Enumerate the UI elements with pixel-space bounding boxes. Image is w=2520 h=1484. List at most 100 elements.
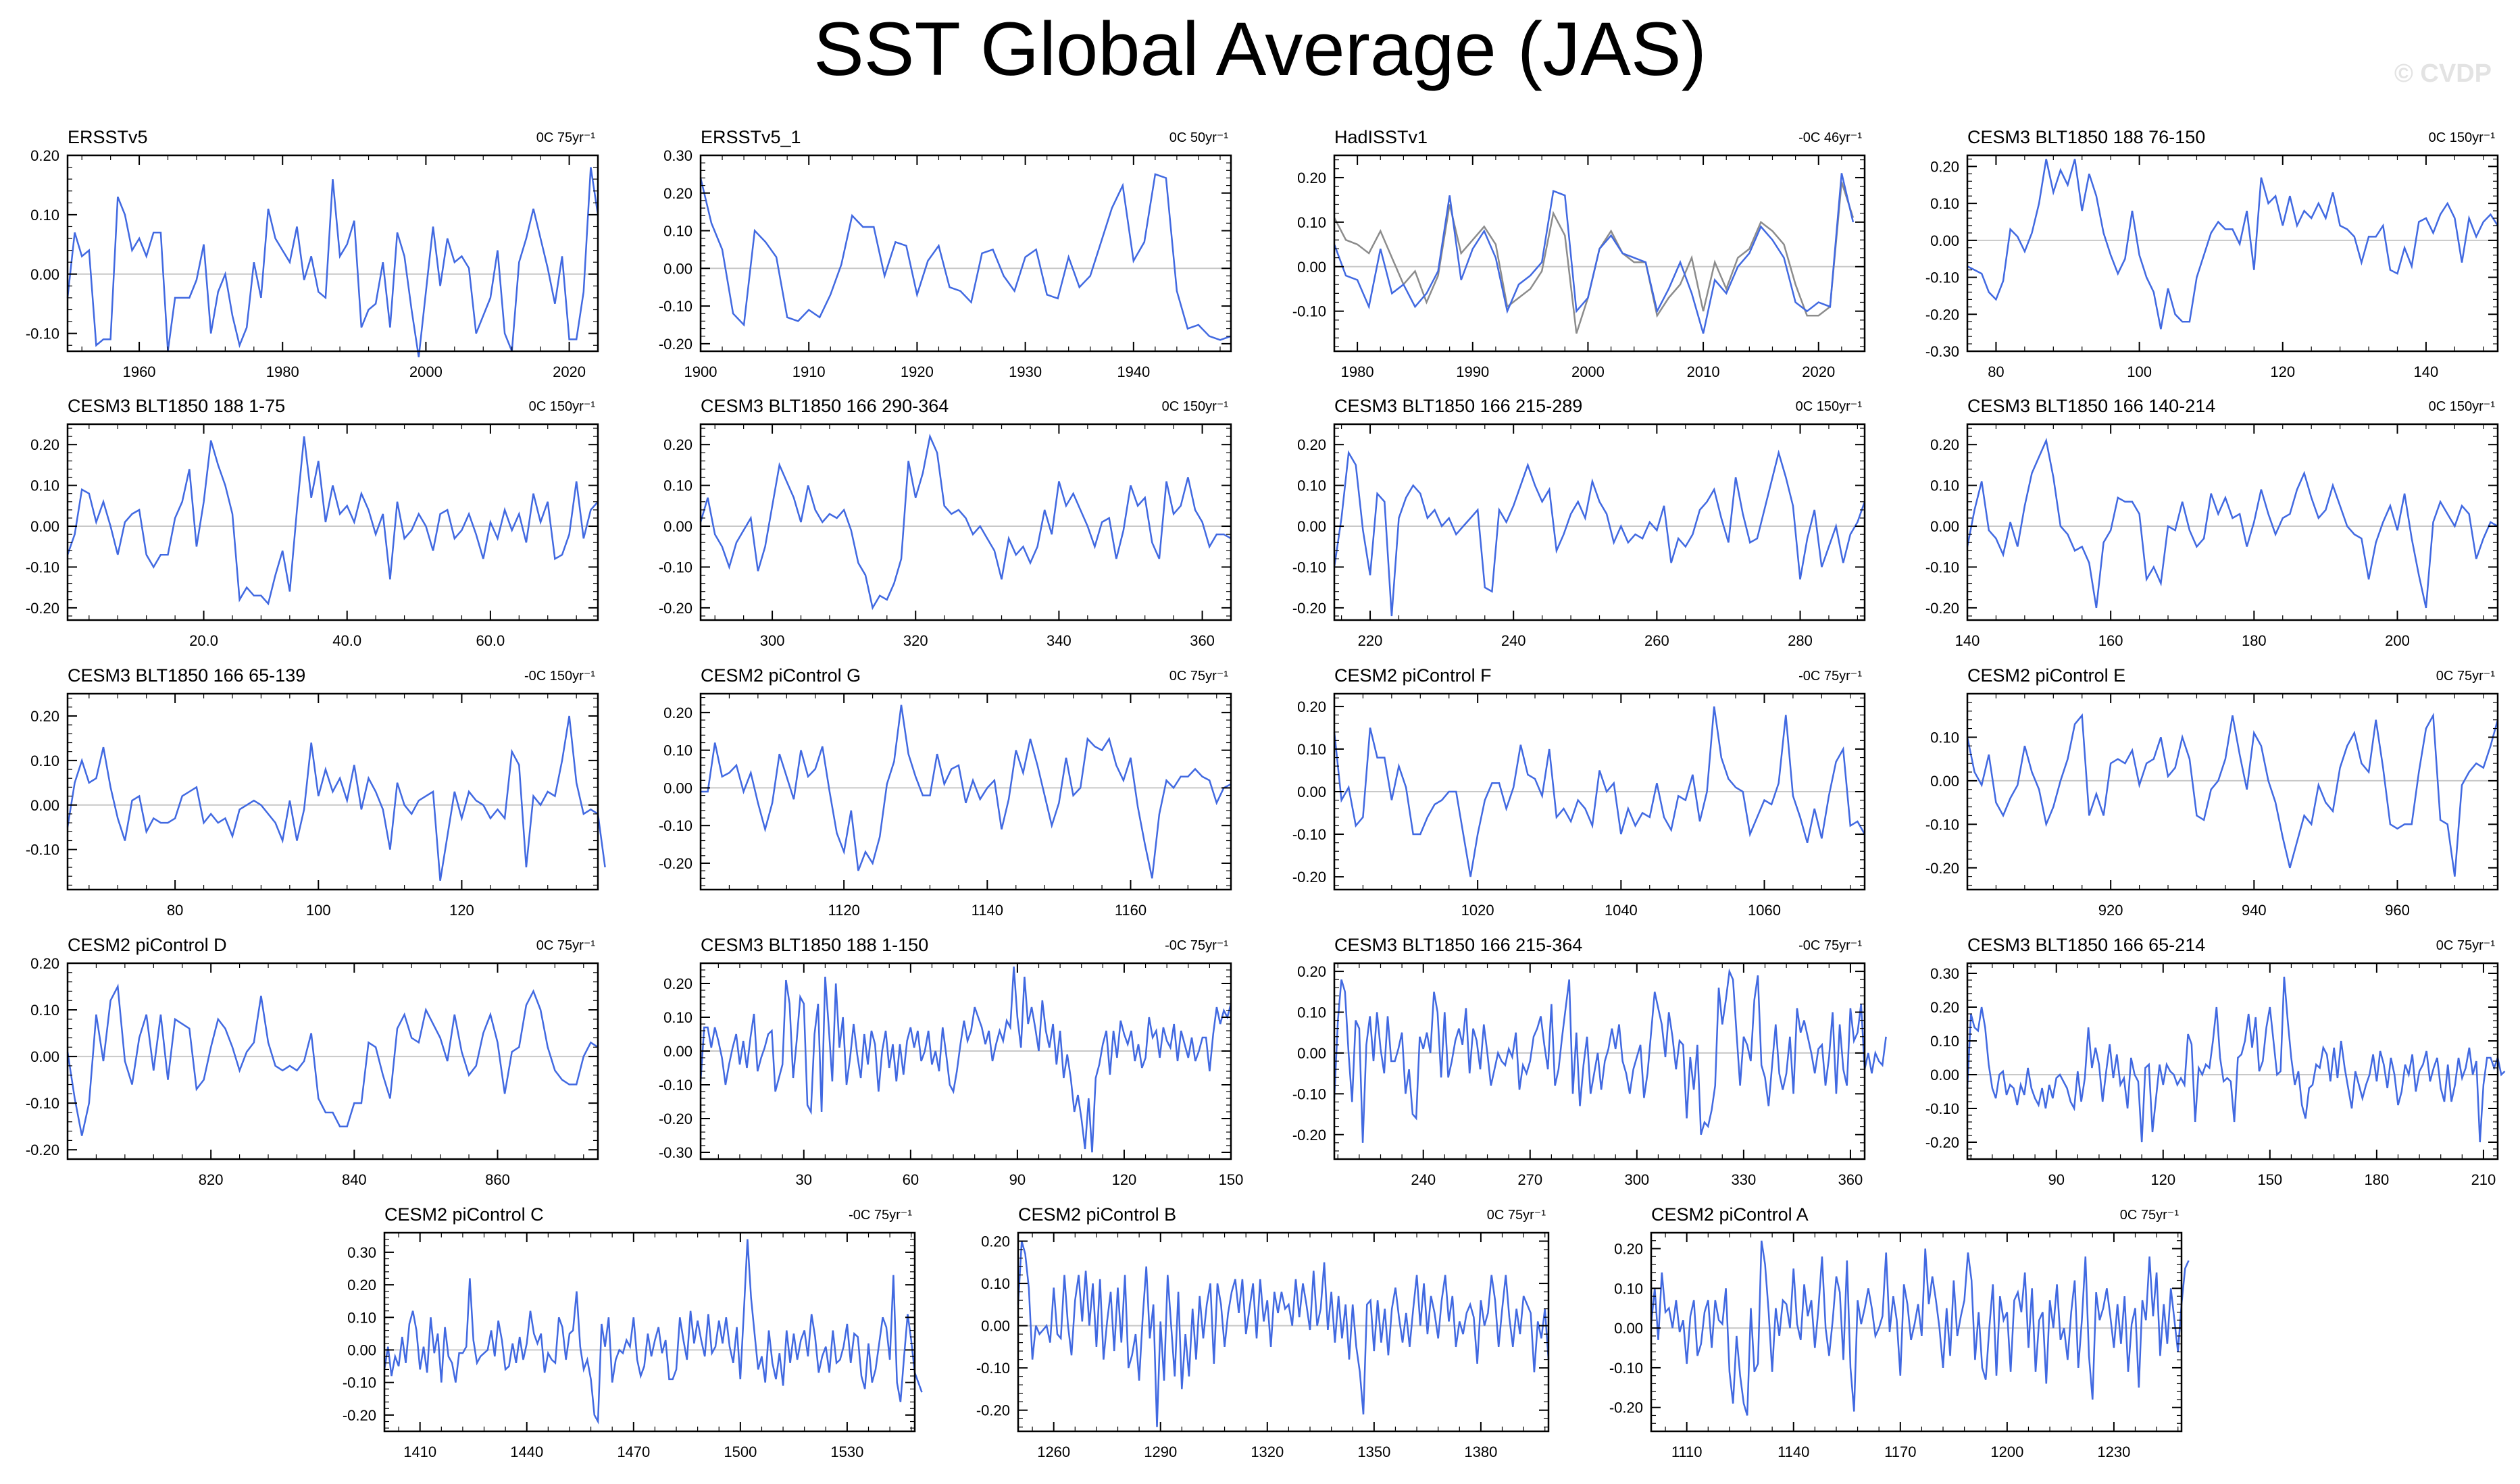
y-tick-label: 0.00 xyxy=(663,518,692,535)
y-tick-label: 0.00 xyxy=(1297,1045,1326,1062)
x-tick-label: 1380 xyxy=(1464,1443,1497,1460)
series-line xyxy=(701,705,1232,879)
chart-panel: CESM3 BLT1850 188 1-150 -0C 75yr⁻¹ -0.30 -0… xyxy=(659,935,1244,1188)
y-tick-label: 0.10 xyxy=(1297,1004,1326,1021)
y-tick-label: 0.10 xyxy=(1930,195,1959,212)
trend-label: -0C 75yr⁻¹ xyxy=(1798,669,1862,684)
series-line xyxy=(1650,1240,2190,1416)
y-tick-label: -0.10 xyxy=(659,1077,692,1094)
chart-panel: CESM2 piControl E 0C 75yr⁻¹ -0.20 -0.10 0.00… xyxy=(1925,665,2499,919)
y-tick-label: 0.00 xyxy=(663,779,692,796)
y-tick-label: 0.10 xyxy=(1930,1033,1959,1050)
y-tick-label: -0.20 xyxy=(1925,860,1959,877)
panel-title: CESM2 piControl F xyxy=(1334,665,1492,686)
y-tick-label: -0.10 xyxy=(26,559,59,575)
chart-panel: CESM2 piControl B 0C 75yr⁻¹ -0.20 -0.10 0.00… xyxy=(976,1204,1550,1460)
y-tick-label: 0.00 xyxy=(1930,773,1959,790)
y-tick-label: 0.10 xyxy=(1297,741,1326,758)
y-tick-label: 0.10 xyxy=(30,1002,59,1019)
panel-title: CESM3 BLT1850 166 290-364 xyxy=(701,396,949,416)
y-tick-label: -0.20 xyxy=(659,1110,692,1127)
x-tick-label: 1900 xyxy=(684,363,717,380)
y-tick-label: 0.00 xyxy=(981,1318,1010,1335)
x-tick-label: 2020 xyxy=(1802,363,1835,380)
trend-label: 0C 75yr⁻¹ xyxy=(2120,1208,2179,1223)
panel-title: CESM2 piControl A xyxy=(1651,1204,1809,1225)
chart-panel: CESM3 BLT1850 166 140-214 0C 150yr⁻¹ -0.20… xyxy=(1925,396,2499,649)
series-line xyxy=(699,966,1232,1153)
x-tick-label: 340 xyxy=(1047,632,1072,649)
plot-frame xyxy=(699,423,1232,621)
x-tick-label: 920 xyxy=(2098,902,2123,919)
series-line xyxy=(1017,1241,1550,1427)
trend-label: 0C 150yr⁻¹ xyxy=(529,399,596,414)
chart-panel: CESM3 BLT1850 166 215-364 -0C 75yr⁻¹ -0.20… xyxy=(1292,935,1887,1188)
x-tick-label: 300 xyxy=(1624,1171,1649,1188)
y-tick-label: 0.00 xyxy=(30,266,59,283)
x-tick-label: 60 xyxy=(903,1171,919,1188)
x-tick-label: 1140 xyxy=(972,902,1003,919)
x-tick-label: 180 xyxy=(2242,632,2267,649)
x-tick-label: 1920 xyxy=(901,363,934,380)
x-tick-label: 320 xyxy=(903,632,928,649)
y-tick-label: -0.10 xyxy=(976,1360,1010,1377)
trend-label: 0C 75yr⁻¹ xyxy=(2436,938,2496,953)
y-tick-label: -0.10 xyxy=(26,842,59,859)
y-tick-label: 0.10 xyxy=(1930,729,1959,746)
panel-title: CESM2 piControl C xyxy=(384,1204,544,1225)
y-tick-label: 0.10 xyxy=(30,752,59,769)
panel-title: HadISSTv1 xyxy=(1334,127,1428,147)
chart-panel: CESM3 BLT1850 188 1-75 0C 150yr⁻¹ -0.20 -0.… xyxy=(26,396,599,649)
y-tick-label: -0.10 xyxy=(26,1095,59,1112)
x-tick-label: 1020 xyxy=(1461,902,1494,919)
x-tick-label: 1980 xyxy=(266,363,299,380)
x-tick-label: 240 xyxy=(1501,632,1526,649)
x-tick-label: 1060 xyxy=(1748,902,1781,919)
y-tick-label: -0.10 xyxy=(1925,816,1959,833)
x-tick-label: 20.0 xyxy=(189,632,218,649)
x-tick-label: 120 xyxy=(1112,1171,1137,1188)
y-tick-label: 0.10 xyxy=(1930,478,1959,494)
y-tick-label: -0.20 xyxy=(343,1407,376,1424)
y-tick-label: 0.00 xyxy=(663,1043,692,1060)
x-tick-label: 1980 xyxy=(1341,363,1374,380)
x-tick-label: 100 xyxy=(306,902,331,919)
plot-frame xyxy=(1966,423,2499,621)
x-tick-label: 1320 xyxy=(1251,1443,1284,1460)
y-tick-label: 0.10 xyxy=(347,1309,376,1326)
x-tick-label: 220 xyxy=(1358,632,1383,649)
plot-frame xyxy=(1333,423,1866,621)
page-title: SST Global Average (JAS) xyxy=(813,7,1707,91)
x-tick-label: 140 xyxy=(1955,632,1980,649)
x-tick-label: 210 xyxy=(2471,1171,2496,1188)
y-tick-label: -0.10 xyxy=(1292,559,1326,575)
x-tick-label: 1290 xyxy=(1144,1443,1177,1460)
x-tick-label: 360 xyxy=(1190,632,1215,649)
series-line xyxy=(66,167,599,357)
series-line xyxy=(699,173,1232,341)
x-tick-label: 2000 xyxy=(409,363,443,380)
series-line xyxy=(1967,159,2499,330)
y-tick-label: 0.00 xyxy=(1930,232,1959,249)
x-tick-label: 2010 xyxy=(1687,363,1720,380)
plot-frame xyxy=(66,692,599,891)
panel-title: CESM3 BLT1850 166 65-139 xyxy=(68,665,305,686)
chart-panel: CESM2 piControl C -0C 75yr⁻¹ -0.20 -0.10 0.0… xyxy=(343,1204,923,1460)
x-tick-label: 120 xyxy=(2270,363,2295,380)
trend-label: 0C 75yr⁻¹ xyxy=(1169,669,1229,684)
y-tick-label: 0.10 xyxy=(663,742,692,759)
x-tick-label: 140 xyxy=(2414,363,2439,380)
y-tick-label: 0.20 xyxy=(1297,170,1326,186)
x-tick-label: 1110 xyxy=(1671,1443,1703,1460)
y-tick-label: -0.30 xyxy=(659,1144,692,1161)
y-tick-label: 0.00 xyxy=(30,518,59,535)
trend-label: -0C 150yr⁻¹ xyxy=(524,669,595,684)
panel-title: ERSSTv5 xyxy=(68,127,148,147)
plot-frame xyxy=(66,154,599,353)
y-tick-label: -0.20 xyxy=(1292,869,1326,886)
plot-frame xyxy=(66,423,599,621)
trend-label: 0C 50yr⁻¹ xyxy=(1169,130,1229,145)
y-tick-label: 0.00 xyxy=(1297,259,1326,276)
y-tick-label: 0.10 xyxy=(1297,478,1326,494)
